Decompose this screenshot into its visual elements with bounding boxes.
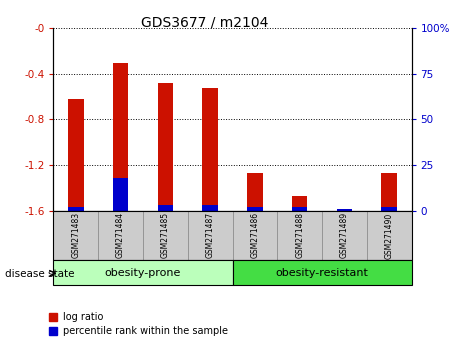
Text: GSM271486: GSM271486 — [250, 212, 259, 258]
Text: GSM271487: GSM271487 — [206, 212, 215, 258]
Text: obesity-prone: obesity-prone — [105, 268, 181, 278]
Text: percentile rank within the sample: percentile rank within the sample — [63, 326, 228, 336]
Bar — [143, 211, 188, 260]
Text: disease state: disease state — [5, 269, 74, 279]
Bar — [247, 207, 263, 211]
Bar — [98, 211, 143, 260]
Bar — [158, 83, 173, 211]
Bar — [202, 87, 218, 211]
Bar — [381, 173, 397, 211]
Bar — [292, 196, 307, 211]
Bar — [68, 207, 84, 211]
Text: obesity-resistant: obesity-resistant — [276, 268, 368, 278]
Bar — [277, 211, 322, 260]
Bar — [381, 207, 397, 211]
Text: log ratio: log ratio — [63, 312, 103, 322]
Bar — [202, 205, 218, 211]
Bar — [68, 99, 84, 211]
Bar — [292, 207, 307, 211]
Bar — [232, 211, 277, 260]
Text: GDS3677 / m2104: GDS3677 / m2104 — [141, 16, 268, 30]
Text: GSM271488: GSM271488 — [295, 212, 304, 258]
Bar — [188, 211, 232, 260]
Text: GSM271483: GSM271483 — [71, 212, 80, 258]
Text: GSM271489: GSM271489 — [340, 212, 349, 258]
Bar — [158, 205, 173, 211]
Bar — [367, 211, 412, 260]
Bar — [322, 211, 367, 260]
Bar — [247, 173, 263, 211]
Text: GSM271485: GSM271485 — [161, 212, 170, 258]
Bar — [53, 211, 98, 260]
Bar — [113, 63, 128, 211]
Bar — [337, 209, 352, 211]
Bar — [232, 260, 412, 285]
Bar — [53, 260, 232, 285]
Text: GSM271484: GSM271484 — [116, 212, 125, 258]
Text: GSM271490: GSM271490 — [385, 212, 394, 258]
Bar — [113, 178, 128, 211]
